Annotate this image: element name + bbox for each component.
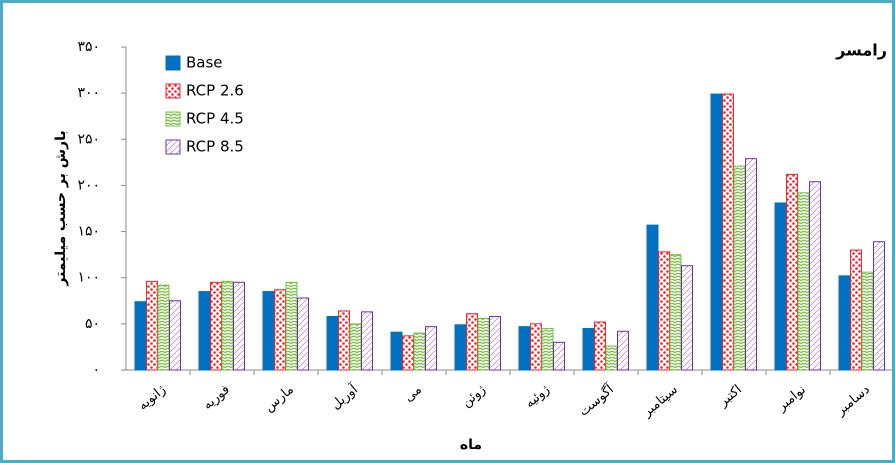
bar — [809, 181, 821, 371]
bar — [605, 345, 618, 371]
legend-swatch — [165, 139, 181, 155]
bar — [413, 332, 426, 371]
x-tick-label: دسامبر — [833, 382, 873, 419]
bar — [326, 315, 339, 371]
bar — [669, 254, 682, 371]
legend-label: RCP 2.6 — [186, 82, 244, 100]
bar — [477, 317, 490, 371]
legend-swatch — [165, 111, 181, 127]
bar — [594, 321, 606, 371]
bar — [169, 300, 181, 371]
x-tick-label: فوریه — [200, 382, 232, 413]
x-tick-label: ژانویه — [136, 382, 169, 413]
bar — [786, 173, 798, 371]
bar — [710, 93, 723, 371]
bar — [541, 327, 554, 371]
bar — [198, 291, 211, 371]
chart-title: رامسر — [835, 41, 887, 60]
bar — [221, 280, 234, 371]
bar — [681, 265, 693, 371]
bar — [157, 284, 170, 371]
bar — [134, 301, 147, 371]
chart: رامسر بارش بر حسب میلیمتر ماه ۰ ۵۰ ۱۰۰ ۱۵۰ ۲… — [53, 39, 892, 453]
bar — [774, 202, 787, 371]
x-tick-label: می — [402, 382, 425, 405]
bar — [722, 93, 734, 371]
bar — [466, 313, 478, 371]
legend-label: Base — [186, 54, 223, 72]
y-tick-label: ۳۵۰ — [77, 39, 100, 55]
bar — [390, 331, 403, 371]
y-tick-label: ۱۵۰ — [77, 224, 100, 240]
y-tick-label: ۱۰۰ — [77, 270, 100, 286]
y-axis-label: بارش بر حسب میلیمتر — [53, 130, 69, 286]
x-tick-label: اکتبر — [715, 382, 744, 410]
x-tick-label: ژوئن — [459, 382, 489, 410]
y-tick-label: ۵۰ — [85, 316, 100, 332]
bar — [349, 323, 362, 371]
bar — [425, 326, 437, 371]
x-tick-label: سپتامبر — [639, 382, 681, 420]
bar — [617, 330, 629, 371]
bar — [518, 326, 531, 371]
bar — [285, 281, 298, 371]
bar — [582, 327, 595, 371]
bar — [338, 310, 350, 371]
bar — [530, 323, 542, 371]
x-tick-label: آوریل — [327, 380, 362, 413]
bar — [733, 165, 746, 371]
bar — [146, 280, 158, 371]
bar — [646, 224, 659, 371]
y-tick-label: ۲۰۰ — [77, 177, 100, 193]
bar — [553, 341, 565, 371]
legend-label: RCP 8.5 — [186, 138, 244, 156]
bar — [797, 192, 810, 371]
y-tick-label: ۰ — [92, 362, 100, 378]
x-tick-label: ژوئیه — [522, 382, 552, 411]
y-tick-label: ۳۰۰ — [77, 85, 100, 101]
bar — [850, 249, 862, 371]
y-tick-label: ۲۵۰ — [77, 131, 100, 147]
bar — [297, 297, 309, 371]
legend-label: RCP 4.5 — [186, 110, 244, 128]
bar — [873, 241, 885, 371]
bar — [838, 275, 851, 371]
bar — [262, 291, 275, 371]
bar — [454, 324, 467, 371]
x-tick-label: آگوست — [575, 380, 618, 420]
bar — [361, 311, 373, 371]
x-axis-label: ماه — [460, 437, 482, 453]
bar — [274, 289, 286, 371]
x-tick-label: مارس — [262, 382, 297, 415]
legend-swatch — [165, 55, 181, 71]
bar — [658, 251, 670, 371]
bar — [861, 271, 874, 371]
legend-swatch — [165, 83, 181, 99]
bar — [489, 315, 501, 371]
bar — [402, 335, 414, 371]
x-tick-label: نوامبر — [774, 382, 809, 415]
bar — [233, 281, 245, 371]
bar — [745, 158, 757, 371]
bar — [210, 281, 222, 371]
